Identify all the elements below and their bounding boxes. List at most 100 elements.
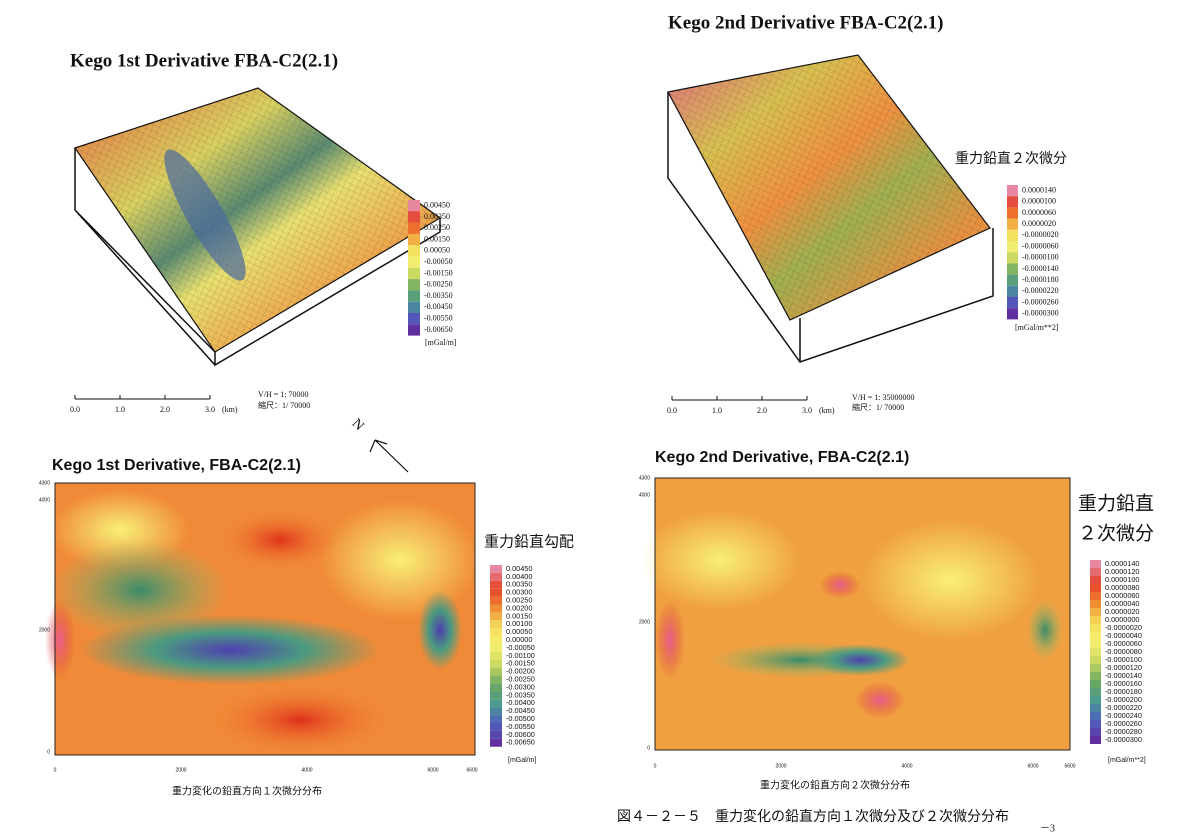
title: Kego 1st Derivative FBA-C2(2.1) [70,50,338,71]
legend-swatch [1007,241,1018,253]
legend-swatch [490,636,502,644]
legend-swatch [490,572,502,581]
y-axis-label: 0 [647,745,650,751]
legend-label: -0.0000060 [1105,639,1142,648]
title: Kego 1st Derivative, FBA-C2(2.1) [52,457,301,474]
legend-label: -0.00550 [424,313,453,322]
legend-swatch [490,612,502,621]
legend-swatch [1007,207,1018,219]
legend-label: -0.0000220 [1022,286,1059,295]
legend-swatch [1090,680,1101,688]
legend-label: -0.00050 [424,257,453,266]
surface-2nd [667,54,994,363]
legend-unit: [mGal/m**2] [1015,323,1059,332]
legend-label: 0.0000060 [1105,591,1140,600]
scale-label: 1.0 [115,405,125,414]
legend-label: 0.0000000 [1105,615,1140,624]
figure-caption: 図４－２－５ 重力変化の鉛直方向１次微分及び２次微分分布 [617,808,1009,825]
legend-unit: [mGal/m**2] [1108,757,1146,764]
legend-label: -0.0000280 [1105,727,1142,736]
legend-label: 0.00150 [424,234,450,243]
legend-label: -0.00100 [506,651,535,660]
x-axis-label: 0 [654,763,657,769]
legend-label: 0.00100 [506,619,532,628]
legend-label: 重力鉛直２次微分 [955,150,1067,167]
legend-swatch [1090,672,1101,680]
legend-label: 0.0000040 [1105,599,1140,608]
legend-label: 0.0000140 [1022,185,1056,194]
legend-label: 重力鉛直 [1078,492,1154,514]
legend-swatch [1090,592,1101,600]
scale-label: 1.0 [712,406,722,415]
legend-label: -0.00600 [506,730,535,739]
y-axis-label: 0 [47,749,50,755]
legend-unit: [mGal/m] [508,757,536,764]
north-arrow [369,439,409,473]
legend-unit: [mGal/m] [425,338,457,347]
legend-swatch [1090,648,1101,656]
legend-swatch [490,738,502,747]
legend-swatch [490,707,502,716]
legend-label: -0.00450 [506,706,535,715]
legend-swatch [408,211,420,223]
legend-swatch [1007,196,1018,208]
legend-label: -0.0000200 [1105,695,1142,704]
legend-swatch [408,279,420,291]
scale-label: 2.0 [160,405,170,414]
title: Kego 2nd Derivative FBA-C2(2.1) [668,12,943,33]
legend-label: 0.00250 [424,223,450,232]
legend-swatch [1007,252,1018,264]
legend-label: -0.00450 [424,302,453,311]
legend-swatch [1007,185,1018,197]
legend-swatch [1090,712,1101,720]
title: Kego 2nd Derivative, FBA-C2(2.1) [655,449,909,466]
legend-label: -0.00150 [506,659,535,668]
scale-ratio: 縮尺：1/ 70000 [852,402,904,412]
legend-swatch [490,675,502,684]
legend-label: 0.0000100 [1105,575,1140,584]
legend-label: -0.00650 [506,738,535,747]
x-axis-label: 6600 [1064,763,1075,769]
legend-label: -0.0000120 [1105,663,1142,672]
legend-label: -0.0000240 [1105,711,1142,720]
legend-label: -0.0000100 [1022,253,1059,262]
scale-label: 2.0 [757,406,767,415]
legend-swatch [1090,576,1101,584]
legend-swatch [1007,285,1018,297]
y-axis-label: 2000 [639,619,650,625]
legend-label: -0.0000180 [1022,275,1059,284]
legend-swatch [1090,624,1101,632]
legend-swatch [1090,696,1101,704]
legend-label: -0.00550 [506,722,535,731]
legend-label: 0.00450 [506,564,532,573]
legend-swatch [490,691,502,700]
legend-swatch [408,222,420,234]
scale-unit: (km) [222,405,238,414]
legend-swatch [1007,274,1018,286]
legend-swatch [490,651,502,660]
legend-label: -0.0000020 [1022,230,1059,239]
legend-label: 0.0000020 [1105,607,1140,616]
legend-swatch [490,565,502,573]
legend-label: -0.0000060 [1022,241,1059,250]
caption: 重力変化の鉛直方向１次微分分布 [172,784,322,797]
x-axis-label: 4000 [901,763,912,769]
legend-swatch [1090,560,1101,568]
x-axis-label: 6000 [1027,763,1038,769]
legend-swatch [1090,704,1101,712]
legend-swatch [408,256,420,268]
legend-label: -0.0000020 [1105,623,1142,632]
legend-label: -0.0000040 [1105,631,1142,640]
y-axis-label: 4300 [639,475,650,481]
legend-swatch [1090,664,1101,672]
y-axis-label: 4000 [639,492,650,498]
legend-label: -0.0000160 [1105,679,1142,688]
legend-swatch [408,245,420,257]
north-label: N [349,416,367,434]
legend-label: -0.0000100 [1105,655,1142,664]
legend-label: -0.0000260 [1022,297,1059,306]
legend-swatch [490,628,502,637]
legend-swatch [1007,229,1018,241]
legend-label: -0.0000260 [1105,719,1142,728]
legend-label: -0.0000300 [1022,309,1059,318]
